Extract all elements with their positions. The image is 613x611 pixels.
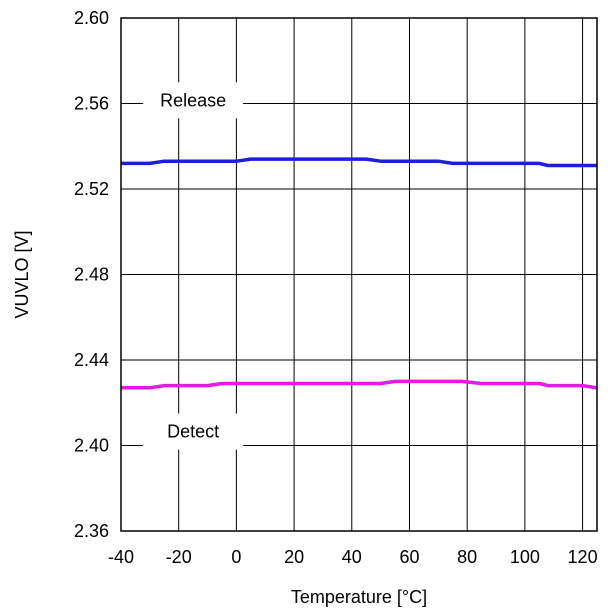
y-tick-label: 2.60	[74, 8, 109, 28]
x-tick-label: 100	[510, 547, 540, 567]
y-tick-label: 2.52	[74, 179, 109, 199]
x-tick-label: -20	[166, 547, 192, 567]
annotation-layer: Release Detect	[143, 82, 244, 450]
x-tick-label: 40	[342, 547, 362, 567]
annotation-background	[143, 413, 244, 450]
x-tick-label: 0	[231, 547, 241, 567]
x-tick-label: 80	[457, 547, 477, 567]
x-tick-label: -40	[108, 547, 134, 567]
series-line-release	[121, 157, 597, 168]
y-tick-label: 2.36	[74, 521, 109, 541]
y-axis-title: VUVLO [V]	[12, 230, 32, 318]
x-tick-label: 120	[568, 547, 598, 567]
y-tick-labels: 2.36 2.40 2.44 2.48 2.52 2.56 2.60	[74, 8, 109, 541]
y-tick-label: 2.40	[74, 436, 109, 456]
x-tick-label: 20	[284, 547, 304, 567]
y-tick-label: 2.56	[74, 94, 109, 114]
series-layer	[121, 157, 598, 390]
plot-frame	[120, 17, 598, 532]
annotation-background	[143, 82, 244, 119]
y-tick-label: 2.44	[74, 350, 109, 370]
y-tick-label: 2.48	[74, 265, 109, 285]
annotation-label: Release	[160, 90, 226, 110]
annotation-label: Detect	[167, 422, 219, 442]
series-line-detect	[121, 379, 598, 390]
x-tick-labels: -40 -20 0 20 40 60 80 100 120	[108, 547, 598, 567]
x-tick-label: 60	[399, 547, 419, 567]
x-axis-title: Temperature [°C]	[291, 587, 427, 607]
